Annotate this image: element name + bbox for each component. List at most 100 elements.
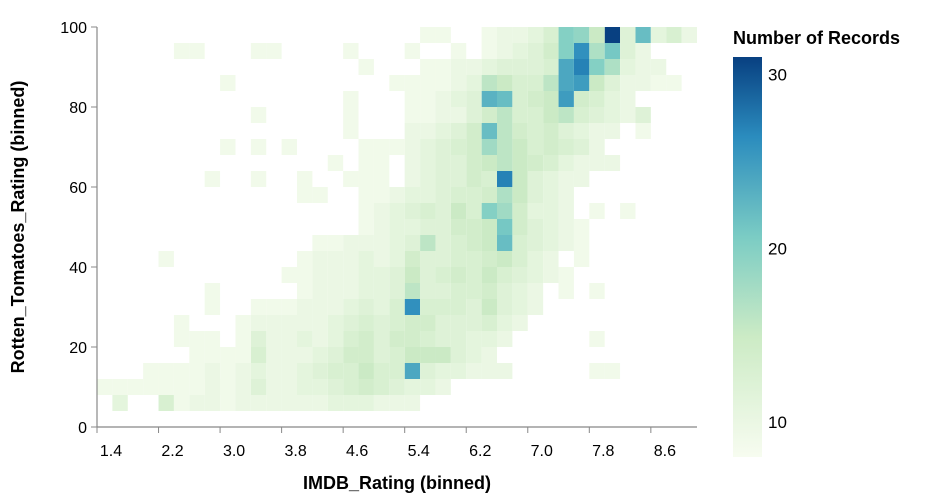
heatmap-cell [343,363,359,379]
heatmap-cell [435,283,451,299]
heatmap-cell [112,395,128,411]
heatmap-cell [620,91,636,107]
heatmap-cell [420,283,436,299]
heatmap-cell [573,235,590,251]
heatmap-cell [527,139,544,155]
heatmap-cell [620,59,636,75]
x-tick-label: 2.2 [161,443,183,460]
heatmap-cell [312,267,328,283]
heatmap-cell [589,59,605,75]
heatmap-cell [558,283,574,299]
heatmap-cell [235,347,251,363]
heatmap-cell [373,235,390,251]
heatmap-cell [497,27,513,43]
heatmap-cell [481,43,497,59]
heatmap-cell [573,59,590,75]
heatmap-cell [250,363,267,379]
heatmap-cell [481,299,497,315]
heatmap-cell [450,107,467,123]
heatmap-cell [404,107,421,123]
heatmap-cell [343,267,359,283]
heatmap-cell [450,219,467,235]
heatmap-cell [450,331,467,347]
heatmap-cell [481,235,497,251]
heatmap-cell [589,107,605,123]
heatmap-cell [435,203,451,219]
heatmap-cell [573,171,590,187]
heatmap-cell [373,331,390,347]
y-tick-label: 60 [69,180,87,197]
heatmap-cell [343,283,359,299]
heatmap-cell [635,123,651,139]
heatmap-cell [527,75,544,91]
heatmap-cell [312,331,328,347]
heatmap-cell [312,283,328,299]
heatmap-cell [404,251,421,267]
heatmap-cell [343,299,359,315]
heatmap-cell [589,91,605,107]
heatmap-cell [512,123,528,139]
heatmap-cell [497,139,513,155]
y-tick-label: 80 [69,100,87,117]
heatmap-cell [466,315,482,331]
x-tick-label: 6.2 [469,443,491,460]
heatmap-cell [558,123,574,139]
heatmap-cell [204,171,221,187]
heatmap-cell [589,331,605,347]
heatmap-cell [481,155,497,171]
heatmap-cell [512,219,528,235]
heatmap-cell [189,43,205,59]
heatmap-cell [373,379,390,395]
heatmap-cell [266,347,282,363]
heatmap-cell [527,203,544,219]
heatmap-cell [404,299,421,315]
heatmap-cell [358,59,374,75]
heatmap-cell [220,395,236,411]
heatmap-cell [358,363,374,379]
heatmap-cell [435,59,451,75]
heatmap-cell [450,91,467,107]
heatmap-cell [604,363,621,379]
heatmap-cell [450,123,467,139]
heatmap-cell [327,363,344,379]
heatmap-cell [543,251,559,267]
heatmap-cell [450,299,467,315]
heatmap-cell [543,27,559,43]
heatmap-cell [204,379,221,395]
heatmap-cell [481,203,497,219]
heatmap-cell [389,219,405,235]
heatmap-cell [543,267,559,283]
heatmap-cell [466,219,482,235]
heatmap-cell [450,75,467,91]
heatmap-cell [604,27,621,43]
heatmap-cell [435,139,451,155]
heatmap-cell [573,91,590,107]
heatmap-cell [527,123,544,139]
heatmap-cell [512,75,528,91]
heatmap-cell [143,379,159,395]
heatmap-cell [497,203,513,219]
heatmap-cell [481,251,497,267]
y-tick-label: 40 [69,260,87,277]
heatmap-cell [327,235,344,251]
heatmap-cell [250,331,267,347]
heatmap-cell [450,187,467,203]
heatmap-cell [435,315,451,331]
heatmap-cell [466,123,482,139]
heatmap-cell [543,43,559,59]
heatmap-cell [497,107,513,123]
heatmap-cell [297,315,313,331]
heatmap-cell [404,91,421,107]
heatmap-cell [527,251,544,267]
heatmap-cell [435,107,451,123]
heatmap-cell [543,187,559,203]
heatmap-cell [281,299,297,315]
heatmap-cell [358,139,374,155]
heatmap-cell [404,219,421,235]
heatmap-cell [235,331,251,347]
heatmap-cell [266,379,282,395]
heatmap-cell [435,171,451,187]
heatmap-cells [97,27,697,411]
heatmap-cell [343,395,359,411]
heatmap-cell [558,171,574,187]
